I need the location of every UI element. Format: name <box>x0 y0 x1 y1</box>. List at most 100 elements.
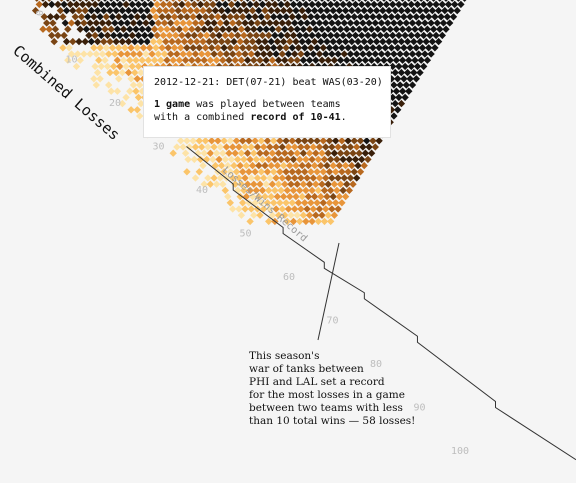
heatmap-cell <box>48 31 56 40</box>
heatmap-cell <box>307 44 315 52</box>
heatmap-cell <box>282 168 290 176</box>
heatmap-cell <box>229 50 237 58</box>
heatmap-cell <box>367 56 376 64</box>
heatmap-cell <box>45 0 53 2</box>
heatmap-cell <box>248 37 257 46</box>
heatmap-cell <box>298 161 306 170</box>
heatmap-cell <box>227 155 236 164</box>
heatmap-cell <box>169 25 177 33</box>
heatmap-cell <box>415 19 423 27</box>
heatmap-cell <box>297 50 305 58</box>
heatmap-cell <box>189 137 197 145</box>
heatmap-cell <box>428 6 437 15</box>
heatmap-cell <box>256 56 264 64</box>
heatmap-cell <box>198 19 206 27</box>
heatmap-cell <box>298 37 306 46</box>
heatmap-cell <box>167 19 175 27</box>
heatmap-cell <box>246 186 254 195</box>
heatmap-cell <box>382 0 391 9</box>
heatmap-cell <box>291 19 299 27</box>
heatmap-cell <box>398 87 407 95</box>
heatmap-cell <box>294 13 303 21</box>
heatmap-cell <box>162 37 170 46</box>
heatmap-cell <box>237 56 246 64</box>
heatmap-cell <box>222 50 231 58</box>
heatmap-cell <box>377 50 386 58</box>
heatmap-cell <box>220 168 228 176</box>
heatmap-cell <box>206 56 215 64</box>
heatmap-cell <box>105 81 113 89</box>
heatmap-cell <box>398 56 407 64</box>
heatmap-cell <box>88 25 97 33</box>
heatmap-cell <box>444 0 453 9</box>
heatmap-cell <box>279 192 288 201</box>
heatmap-cell <box>294 168 303 176</box>
heatmap-cell <box>119 56 128 64</box>
heatmap-cell <box>338 13 346 21</box>
heatmap-cell <box>398 0 407 2</box>
heatmap-cell <box>276 137 284 145</box>
heatmap-cell <box>277 186 285 195</box>
heatmap-cell <box>305 25 314 33</box>
heatmap-cell <box>271 31 279 40</box>
annotation-line: This season's <box>249 350 320 362</box>
heatmap-cell <box>423 0 432 2</box>
heatmap-cell <box>442 0 450 2</box>
game-tooltip: 2012-12-21: DET(07-21) beat WAS(03-20) 1… <box>143 66 391 138</box>
heatmap-cell <box>408 50 417 58</box>
heatmap-cell <box>344 137 352 145</box>
heatmap-cell <box>195 44 203 52</box>
heatmap-cell <box>403 37 412 46</box>
heatmap-cell <box>181 149 190 157</box>
heatmap-cell <box>327 31 335 40</box>
tooltip-record: record of 10-41 <box>250 112 341 123</box>
heatmap-cell <box>457 0 465 9</box>
heatmap-cell <box>387 13 396 21</box>
heatmap-cell <box>304 161 313 170</box>
heatmap-cell <box>408 81 417 89</box>
heatmap-cell <box>320 0 329 9</box>
heatmap-cell <box>400 75 408 83</box>
heatmap-cell <box>358 0 366 9</box>
heatmap-cell <box>224 192 232 201</box>
heatmap-cell <box>277 155 285 164</box>
heatmap-cell <box>39 25 47 33</box>
heatmap-cell <box>335 192 344 201</box>
heatmap-cell <box>302 31 310 40</box>
heatmap-cell <box>142 19 150 27</box>
heatmap-cell <box>270 199 278 207</box>
heatmap-cell <box>111 50 119 58</box>
heatmap-cell <box>292 161 300 170</box>
heatmap-cell <box>291 50 299 58</box>
heatmap-cell <box>292 192 300 201</box>
heatmap-cell <box>251 44 259 52</box>
heatmap-cell <box>231 0 239 2</box>
heatmap-cell <box>341 161 350 170</box>
heatmap-cell <box>289 0 298 9</box>
heatmap-cell <box>359 19 367 27</box>
heatmap-cell <box>403 6 412 15</box>
heatmap-cell <box>392 25 401 33</box>
heatmap-cell <box>175 25 184 33</box>
heatmap-cell <box>299 25 308 33</box>
heatmap-cell <box>395 93 403 102</box>
heatmap-cell <box>411 0 419 2</box>
heatmap-cell <box>324 56 332 64</box>
heatmap-cell <box>396 81 404 89</box>
heatmap-cell <box>45 25 53 33</box>
heatmap-cell <box>416 68 424 77</box>
heatmap-cell <box>237 0 246 2</box>
heatmap-cell <box>382 31 391 40</box>
heatmap-cell <box>51 25 60 33</box>
heatmap-cell <box>327 186 335 195</box>
heatmap-cell <box>270 168 278 176</box>
heatmap-cell <box>287 25 295 33</box>
heatmap-cell <box>221 155 229 164</box>
heatmap-cell <box>251 137 259 145</box>
heatmap-cell <box>184 31 192 40</box>
heatmap-cell <box>460 0 469 2</box>
heatmap-cell <box>427 50 435 58</box>
heatmap-cell <box>429 0 438 2</box>
heatmap-cell <box>367 0 376 2</box>
heatmap-cell <box>198 143 206 151</box>
